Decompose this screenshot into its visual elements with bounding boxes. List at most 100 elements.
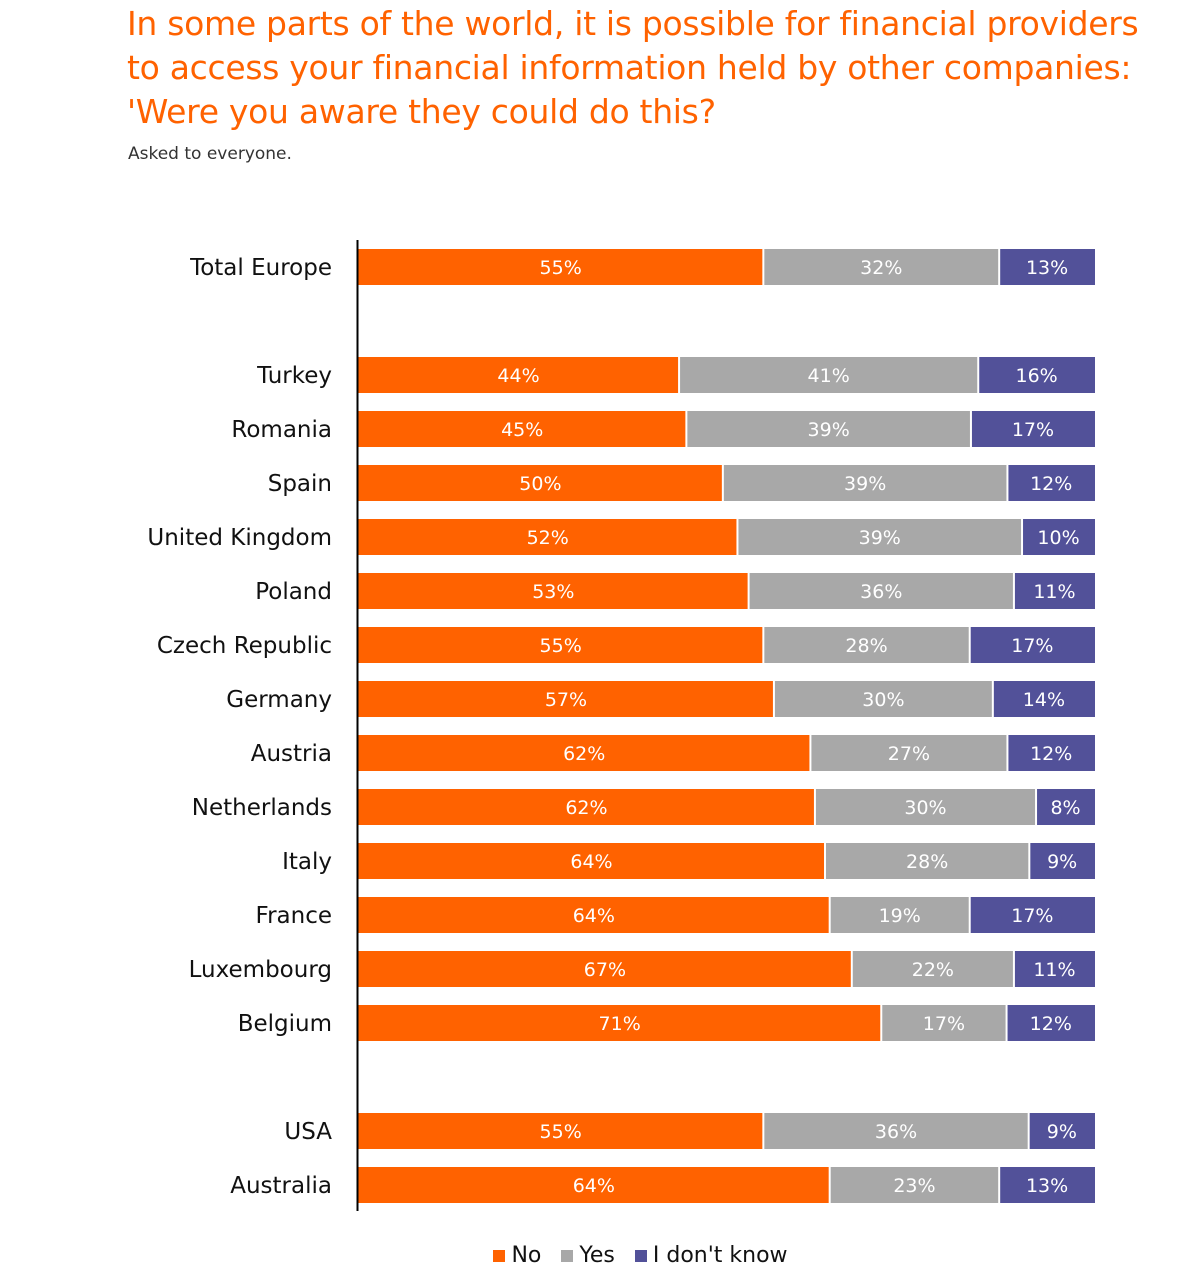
bar-segment-no — [358, 843, 825, 879]
data-label: 36% — [860, 581, 902, 603]
bar-segment-yes — [852, 951, 1013, 987]
data-label: 57% — [545, 689, 587, 711]
chart-title: In some parts of the world, it is possib… — [127, 2, 1187, 134]
data-label: 27% — [888, 743, 930, 765]
bar-segment-no — [358, 681, 773, 717]
bar-segment-yes — [764, 249, 999, 285]
category-label: USA — [284, 1119, 332, 1145]
title-line-3: 'Were you aware they could do this? — [127, 92, 716, 131]
bar-segment-yes — [680, 357, 978, 393]
data-label: 36% — [875, 1121, 917, 1143]
bar-segment-i-don-t-know — [1037, 789, 1095, 825]
data-label: 23% — [893, 1175, 935, 1197]
data-label: 12% — [1030, 1013, 1072, 1035]
data-label: 55% — [540, 1121, 582, 1143]
bar-segment-i-don-t-know — [1008, 735, 1095, 771]
bar-segment-no — [358, 573, 748, 609]
bar-segment-yes — [687, 411, 970, 447]
legend-swatch-yes — [561, 1249, 574, 1262]
bar-segment-i-don-t-know — [1014, 573, 1095, 609]
data-label: 53% — [532, 581, 574, 603]
bar-segment-yes — [749, 573, 1013, 609]
bar-segment-no — [358, 897, 829, 933]
bar-row-spain: Spain 50% 39% 12% — [268, 465, 1095, 501]
bar-row-united-kingdom: United Kingdom 52% 39% 10% — [147, 519, 1095, 555]
legend-item-no: No — [493, 1243, 541, 1268]
bar-segment-yes — [811, 735, 1007, 771]
title-line-1: In some parts of the world, it is possib… — [127, 4, 1139, 43]
data-label: 16% — [1016, 365, 1058, 387]
category-label: Austria — [251, 741, 332, 767]
data-label: 10% — [1037, 527, 1079, 549]
data-label: 50% — [519, 473, 561, 495]
data-label: 12% — [1030, 473, 1072, 495]
category-label: France — [256, 903, 332, 929]
bar-segment-no — [358, 951, 851, 987]
legend-label-no: No — [511, 1243, 542, 1268]
bar-segment-yes — [830, 897, 969, 933]
data-label: 62% — [563, 743, 605, 765]
bar-segment-yes — [815, 789, 1036, 825]
data-label: 28% — [845, 635, 887, 657]
bar-segment-no — [358, 465, 722, 501]
legend-swatch-no — [493, 1249, 506, 1262]
category-label: Turkey — [256, 363, 332, 389]
bar-segment-no — [358, 1005, 881, 1041]
bar-segment-no — [358, 1167, 829, 1203]
category-label: Romania — [231, 417, 332, 443]
category-label: Poland — [255, 579, 332, 605]
legend-label-dont-know: I don't know — [652, 1243, 788, 1268]
data-label: 11% — [1033, 959, 1075, 981]
data-label: 14% — [1023, 689, 1065, 711]
bar-segment-yes — [764, 627, 969, 663]
bar-segment-no — [358, 519, 737, 555]
data-label: 17% — [1011, 635, 1053, 657]
data-label: 9% — [1047, 1121, 1077, 1143]
bar-segment-yes — [774, 681, 992, 717]
bar-segment-i-don-t-know — [979, 357, 1095, 393]
bar-row-italy: Italy 64% 28% 9% — [282, 843, 1095, 879]
data-label: 52% — [527, 527, 569, 549]
bar-row-poland: Poland 53% 36% 11% — [255, 573, 1095, 609]
bar-segment-i-don-t-know — [1030, 843, 1095, 879]
data-label: 64% — [570, 851, 612, 873]
bar-segment-no — [358, 789, 814, 825]
category-label: Czech Republic — [157, 633, 332, 659]
bar-segment-i-don-t-know — [1029, 1113, 1095, 1149]
bar-row-austria: Austria 62% 27% 12% — [251, 735, 1095, 771]
data-label: 64% — [573, 1175, 615, 1197]
data-label: 39% — [859, 527, 901, 549]
data-label: 64% — [573, 905, 615, 927]
bar-segment-yes — [830, 1167, 999, 1203]
category-label: Netherlands — [192, 795, 332, 821]
bar-segment-i-don-t-know — [1000, 249, 1095, 285]
bar-segment-no — [358, 627, 763, 663]
data-label: 71% — [599, 1013, 641, 1035]
category-label: Germany — [226, 687, 332, 713]
bar-segment-no — [358, 735, 810, 771]
bar-segment-i-don-t-know — [970, 897, 1095, 933]
bar-row-germany: Germany 57% 30% 14% — [226, 681, 1095, 717]
data-label: 32% — [860, 257, 902, 279]
title-line-2: to access your financial information hel… — [127, 48, 1132, 87]
bar-segment-i-don-t-know — [1014, 951, 1095, 987]
data-label: 44% — [497, 365, 539, 387]
data-label: 30% — [904, 797, 946, 819]
legend-swatch-dont-know — [634, 1249, 647, 1262]
bar-segment-i-don-t-know — [1008, 465, 1095, 501]
data-label: 39% — [844, 473, 886, 495]
bar-segment-no — [358, 357, 679, 393]
bar-segment-yes — [826, 843, 1029, 879]
bar-segment-i-don-t-know — [970, 627, 1095, 663]
category-label: United Kingdom — [147, 525, 332, 551]
data-label: 8% — [1050, 797, 1080, 819]
data-label: 13% — [1026, 1175, 1068, 1197]
legend-label-yes: Yes — [579, 1243, 615, 1268]
bar-row-usa: USA 55% 36% 9% — [284, 1113, 1095, 1149]
data-label: 22% — [912, 959, 954, 981]
bar-segment-yes — [764, 1113, 1028, 1149]
data-label: 41% — [808, 365, 850, 387]
bar-segment-no — [358, 1113, 763, 1149]
data-label: 67% — [584, 959, 626, 981]
data-label: 12% — [1030, 743, 1072, 765]
